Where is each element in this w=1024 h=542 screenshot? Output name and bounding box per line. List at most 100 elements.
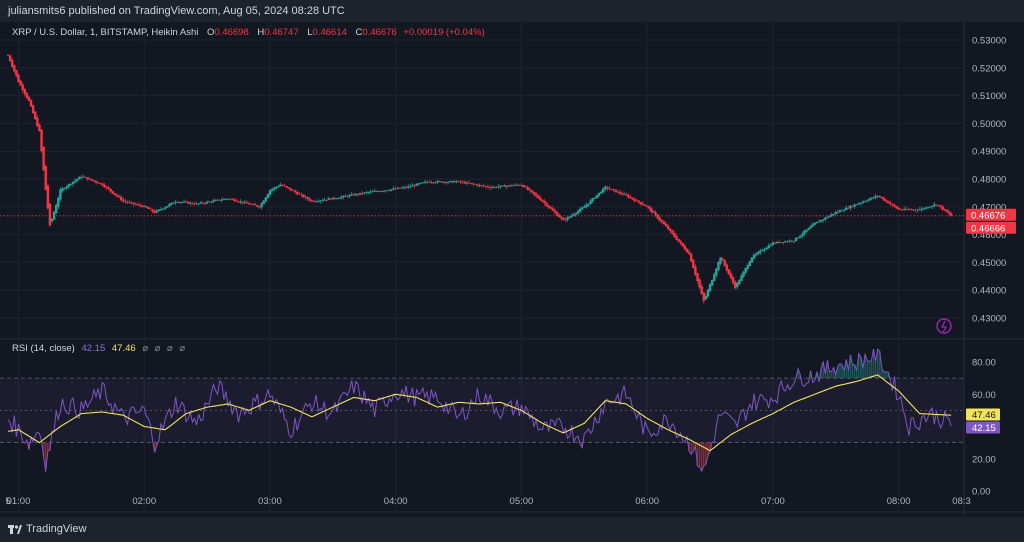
candle-body bbox=[92, 180, 96, 182]
candle-body bbox=[863, 201, 867, 202]
candle-body bbox=[870, 197, 873, 200]
open-value: 0.46698 bbox=[214, 27, 249, 38]
low-value: 0.46614 bbox=[312, 27, 347, 38]
price-tick-label: 0.49000 bbox=[972, 147, 1006, 158]
candle-body bbox=[390, 189, 393, 191]
candle-body bbox=[583, 206, 586, 209]
candle-body bbox=[319, 200, 322, 202]
candle-body bbox=[480, 185, 483, 187]
candle-body bbox=[155, 210, 158, 213]
candle-body bbox=[136, 204, 140, 206]
candle-body bbox=[132, 202, 135, 205]
candle-body bbox=[560, 216, 563, 219]
candle-body bbox=[377, 191, 381, 193]
candle-body bbox=[23, 89, 26, 95]
candle-body bbox=[57, 197, 60, 207]
candle-body bbox=[392, 188, 395, 190]
candle-body bbox=[700, 286, 703, 295]
candle-body bbox=[633, 198, 636, 201]
candle-body bbox=[884, 199, 888, 202]
symbol-label[interactable]: XRP / U.S. Dollar, 1, BITSTAMP, Heikin A… bbox=[12, 27, 199, 38]
candle-body bbox=[656, 214, 659, 219]
candle-body bbox=[943, 209, 946, 210]
candle-body bbox=[511, 185, 515, 187]
candle-body bbox=[828, 215, 831, 218]
candle-body bbox=[331, 197, 335, 200]
candle-body bbox=[832, 213, 835, 215]
candle-body bbox=[46, 185, 50, 209]
candle-body bbox=[67, 184, 70, 187]
candle-body bbox=[840, 210, 844, 212]
candle-body bbox=[48, 203, 52, 226]
rsi-title[interactable]: RSI (14, close) bbox=[12, 343, 75, 354]
candle-body bbox=[593, 197, 596, 199]
candle-body bbox=[497, 186, 500, 188]
candle-body bbox=[545, 202, 548, 206]
price-tick-label: 0.53000 bbox=[972, 36, 1006, 47]
candle-body bbox=[109, 188, 112, 192]
candle-body bbox=[505, 185, 508, 187]
candle-body bbox=[601, 188, 605, 193]
candle-body bbox=[247, 203, 251, 205]
candle-body bbox=[289, 188, 293, 191]
candle-body bbox=[256, 205, 259, 207]
lightning-bolt bbox=[941, 320, 948, 333]
candle-body bbox=[453, 181, 456, 183]
candle-body bbox=[782, 242, 785, 243]
candle-body bbox=[673, 232, 676, 237]
candle-body bbox=[522, 184, 525, 188]
candle-body bbox=[748, 261, 752, 267]
candle-body bbox=[27, 96, 31, 101]
candle-body bbox=[34, 111, 37, 120]
candle-body bbox=[757, 251, 760, 254]
candle-body bbox=[323, 199, 326, 201]
candle-body bbox=[809, 226, 812, 229]
candle-body bbox=[340, 196, 343, 199]
candle-body bbox=[174, 201, 177, 203]
candle-body bbox=[138, 204, 142, 206]
candle-body bbox=[572, 214, 576, 216]
candle-body bbox=[736, 283, 739, 287]
candle-body bbox=[935, 204, 938, 206]
candle-body bbox=[182, 201, 186, 203]
current-price-badge bbox=[966, 208, 1016, 221]
candle-body bbox=[891, 203, 894, 205]
candle-body bbox=[398, 187, 402, 189]
candle-body bbox=[44, 165, 47, 191]
candle-body bbox=[842, 209, 846, 211]
candle-body bbox=[407, 186, 410, 188]
candle-body bbox=[119, 196, 123, 201]
high-label: H bbox=[257, 27, 265, 38]
candle-body bbox=[834, 212, 837, 215]
brand-name: TradingView bbox=[26, 523, 87, 535]
candle-body bbox=[388, 190, 391, 192]
candle-body bbox=[689, 253, 693, 262]
candle-body bbox=[822, 219, 825, 221]
candle-body bbox=[241, 201, 244, 203]
candle-body bbox=[604, 186, 607, 190]
candle-body bbox=[759, 250, 762, 253]
rsi-ma-badge-text: 47.46 bbox=[972, 410, 996, 421]
hidden-values-icon[interactable]: ⌀ ⌀ ⌀ ⌀ bbox=[142, 343, 188, 354]
candle-body bbox=[172, 202, 175, 204]
candle-body bbox=[606, 187, 609, 189]
candle-body bbox=[147, 207, 150, 209]
price-tick-label: 0.48000 bbox=[972, 175, 1006, 186]
candle-body bbox=[910, 209, 913, 211]
candle-body bbox=[80, 176, 83, 178]
candle-body bbox=[484, 186, 488, 187]
candle-body bbox=[71, 181, 75, 185]
candle-body bbox=[526, 187, 529, 190]
candle-body bbox=[105, 186, 108, 188]
publish-bar: juliansmits6 published on TradingView.co… bbox=[0, 0, 1024, 22]
candle-body bbox=[752, 254, 756, 259]
candle-body bbox=[149, 208, 152, 210]
candle-body bbox=[124, 200, 127, 202]
lightning-icon[interactable] bbox=[936, 318, 952, 334]
open-label: O bbox=[207, 27, 215, 38]
candle-body bbox=[528, 189, 532, 191]
candle-body bbox=[704, 295, 708, 300]
candle-body bbox=[495, 186, 498, 188]
candle-body bbox=[557, 214, 561, 218]
